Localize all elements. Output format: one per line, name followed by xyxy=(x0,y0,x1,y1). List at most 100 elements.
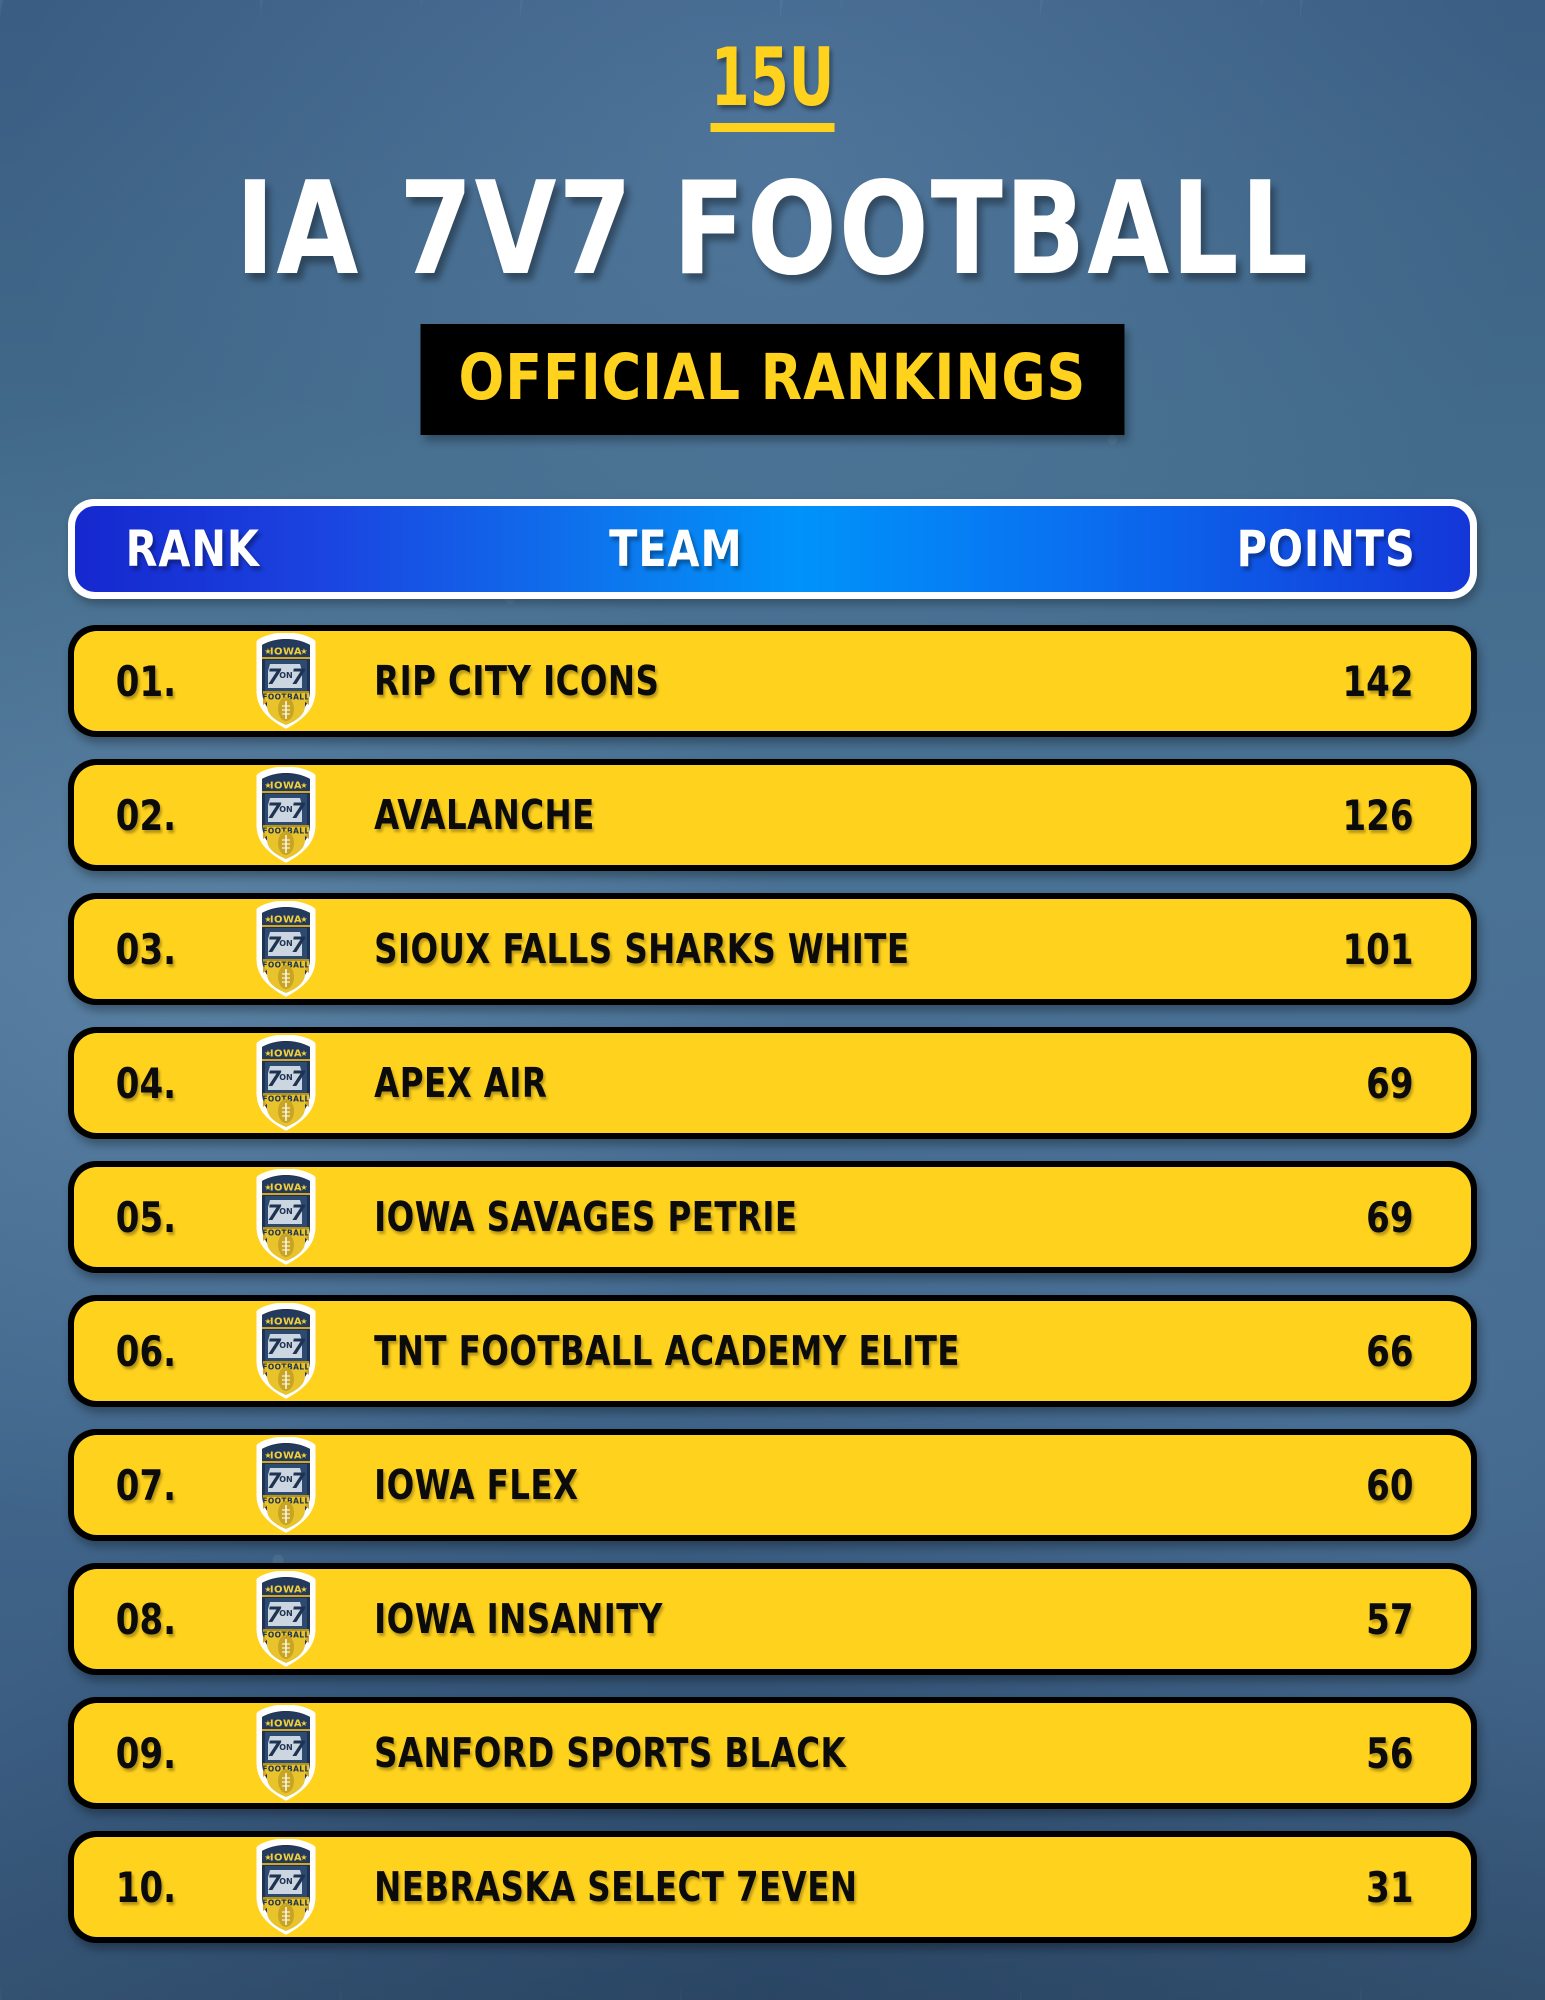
row-team-name: NEBRASKA SELECT 7EVEN xyxy=(374,1863,858,1911)
svg-text:★: ★ xyxy=(264,1719,271,1728)
svg-text:IOWA: IOWA xyxy=(270,1853,302,1864)
svg-text:★: ★ xyxy=(300,647,307,656)
row-team-name: IOWA FLEX xyxy=(374,1461,579,1509)
svg-text:ON: ON xyxy=(279,1073,293,1082)
svg-text:7: 7 xyxy=(291,1871,306,1895)
table-row-06[interactable]: 06. IOWA ★ ★ 7 xyxy=(68,1295,1477,1407)
svg-text:7: 7 xyxy=(267,1201,282,1225)
svg-text:★: ★ xyxy=(264,1317,271,1326)
iowa-7on7-football-shield-icon: IOWA ★ ★ 7 ON 7 FOOTBALL xyxy=(226,767,346,863)
svg-text:7: 7 xyxy=(291,1737,306,1761)
iowa-7on7-football-shield-icon: IOWA ★ ★ 7 ON 7 FOOTBALL xyxy=(226,1035,346,1131)
table-row-03[interactable]: 03. IOWA ★ ★ 7 xyxy=(68,893,1477,1005)
row-rank: 07. xyxy=(115,1460,177,1510)
svg-text:★: ★ xyxy=(300,1853,307,1862)
svg-text:7: 7 xyxy=(267,665,282,689)
svg-text:FOOTBALL: FOOTBALL xyxy=(262,1363,309,1372)
row-points: 142 xyxy=(1342,656,1414,706)
row-rank: 03. xyxy=(115,924,177,974)
svg-text:IOWA: IOWA xyxy=(270,915,302,926)
svg-text:★: ★ xyxy=(264,1451,271,1460)
svg-text:ON: ON xyxy=(279,939,293,948)
row-rank: 10. xyxy=(115,1862,177,1912)
svg-text:ON: ON xyxy=(279,1341,293,1350)
row-points: 66 xyxy=(1366,1326,1414,1376)
column-header-team: TEAM xyxy=(609,520,743,578)
iowa-7on7-football-shield-icon: IOWA ★ ★ 7 ON 7 FOOTBALL xyxy=(226,1705,346,1801)
column-header-points: POINTS xyxy=(1236,520,1416,578)
row-rank: 05. xyxy=(115,1192,177,1242)
svg-text:7: 7 xyxy=(291,1067,306,1091)
row-rank: 04. xyxy=(115,1058,177,1108)
svg-text:FOOTBALL: FOOTBALL xyxy=(262,1095,309,1104)
iowa-7on7-football-shield-icon: IOWA ★ ★ 7 ON 7 FOOTBALL xyxy=(226,633,346,729)
page-title: IA 7V7 FOOTBALL xyxy=(235,155,1310,304)
row-points: 56 xyxy=(1366,1728,1414,1778)
age-group-label: 15U xyxy=(170,0,1375,132)
row-points: 69 xyxy=(1366,1058,1414,1108)
table-header-bar: RANK TEAM POINTS xyxy=(75,506,1470,592)
table-row-07[interactable]: 07. IOWA ★ ★ 7 xyxy=(68,1429,1477,1541)
svg-text:7: 7 xyxy=(267,933,282,957)
svg-text:ON: ON xyxy=(279,1877,293,1886)
row-team-name: TNT FOOTBALL ACADEMY ELITE xyxy=(374,1327,960,1375)
age-group-text: 15U xyxy=(710,38,835,132)
svg-text:FOOTBALL: FOOTBALL xyxy=(262,827,309,836)
row-team-name: SANFORD SPORTS BLACK xyxy=(374,1729,847,1777)
row-points: 57 xyxy=(1366,1594,1414,1644)
row-team-name: APEX AIR xyxy=(374,1059,548,1107)
iowa-7on7-football-shield-icon: IOWA ★ ★ 7 ON 7 FOOTBALL xyxy=(226,1571,346,1667)
svg-text:7: 7 xyxy=(267,1335,282,1359)
row-rank: 08. xyxy=(115,1594,177,1644)
table-row-09[interactable]: 09. IOWA ★ ★ 7 xyxy=(68,1697,1477,1809)
svg-text:★: ★ xyxy=(264,1183,271,1192)
svg-text:7: 7 xyxy=(267,799,282,823)
row-rank: 01. xyxy=(115,656,177,706)
svg-text:★: ★ xyxy=(264,647,271,656)
svg-text:7: 7 xyxy=(267,1737,282,1761)
official-rankings-badge-wrap: OFFICIAL RANKINGS xyxy=(0,324,1545,435)
svg-text:7: 7 xyxy=(291,665,306,689)
svg-text:7: 7 xyxy=(291,1335,306,1359)
svg-text:IOWA: IOWA xyxy=(270,1317,302,1328)
svg-text:IOWA: IOWA xyxy=(270,781,302,792)
svg-text:★: ★ xyxy=(300,1317,307,1326)
svg-text:7: 7 xyxy=(267,1871,282,1895)
svg-text:7: 7 xyxy=(291,933,306,957)
svg-text:★: ★ xyxy=(264,915,271,924)
table-row-05[interactable]: 05. IOWA ★ ★ 7 xyxy=(68,1161,1477,1273)
svg-text:ON: ON xyxy=(279,671,293,680)
svg-text:IOWA: IOWA xyxy=(270,1451,302,1462)
svg-text:IOWA: IOWA xyxy=(270,1585,302,1596)
table-row-08[interactable]: 08. IOWA ★ ★ 7 xyxy=(68,1563,1477,1675)
table-row-02[interactable]: 02. IOWA ★ ★ 7 xyxy=(68,759,1477,871)
row-rank: 02. xyxy=(115,790,177,840)
svg-text:★: ★ xyxy=(300,1183,307,1192)
svg-text:IOWA: IOWA xyxy=(270,647,302,658)
svg-text:FOOTBALL: FOOTBALL xyxy=(262,1497,309,1506)
row-points: 126 xyxy=(1342,790,1414,840)
iowa-7on7-football-shield-icon: IOWA ★ ★ 7 ON 7 FOOTBALL xyxy=(226,1303,346,1399)
svg-text:FOOTBALL: FOOTBALL xyxy=(262,961,309,970)
svg-text:IOWA: IOWA xyxy=(270,1183,302,1194)
iowa-7on7-football-shield-icon: IOWA ★ ★ 7 ON 7 FOOTBALL xyxy=(226,901,346,997)
svg-text:★: ★ xyxy=(300,915,307,924)
table-row-04[interactable]: 04. IOWA ★ ★ 7 xyxy=(68,1027,1477,1139)
svg-text:ON: ON xyxy=(279,1609,293,1618)
svg-text:★: ★ xyxy=(300,1049,307,1058)
svg-text:★: ★ xyxy=(264,1049,271,1058)
svg-text:★: ★ xyxy=(300,1719,307,1728)
iowa-7on7-football-shield-icon: IOWA ★ ★ 7 ON 7 FOOTBALL xyxy=(226,1839,346,1935)
official-rankings-badge: OFFICIAL RANKINGS xyxy=(420,324,1125,435)
table-row-01[interactable]: 01. IOWA ★ ★ 7 xyxy=(68,625,1477,737)
row-points: 31 xyxy=(1366,1862,1414,1912)
svg-text:7: 7 xyxy=(291,1603,306,1627)
row-points: 101 xyxy=(1342,924,1414,974)
svg-text:FOOTBALL: FOOTBALL xyxy=(262,1229,309,1238)
svg-text:★: ★ xyxy=(300,1451,307,1460)
svg-text:★: ★ xyxy=(264,781,271,790)
svg-text:ON: ON xyxy=(279,1475,293,1484)
table-row-10[interactable]: 10. IOWA ★ ★ 7 xyxy=(68,1831,1477,1943)
row-team-name: IOWA INSANITY xyxy=(374,1595,663,1643)
svg-text:★: ★ xyxy=(300,1585,307,1594)
